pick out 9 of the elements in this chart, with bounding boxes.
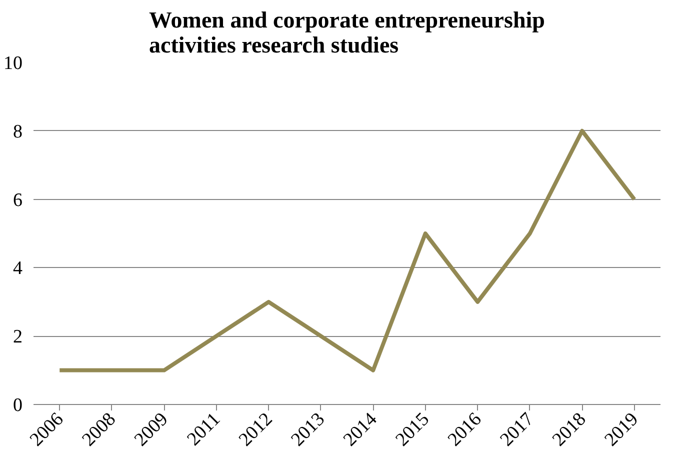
y-tick-label: 8 <box>13 121 22 142</box>
line-series <box>58 128 636 372</box>
y-tick-label: 4 <box>13 258 23 280</box>
y-tick-label: 2 <box>13 326 22 348</box>
y-tick-label: 6 <box>13 190 22 211</box>
x-tick-label: 2011 <box>183 408 225 450</box>
chart-title: Women and corporate entrepreneurship activities research studies <box>149 8 545 58</box>
y-tick-label: 10 <box>4 53 22 74</box>
y-tick-label: 0 <box>13 395 22 416</box>
